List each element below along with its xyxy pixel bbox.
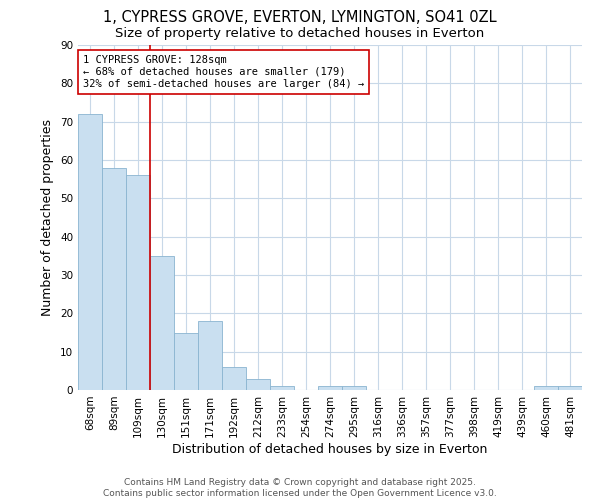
Bar xyxy=(270,386,294,390)
Bar xyxy=(222,367,246,390)
X-axis label: Distribution of detached houses by size in Everton: Distribution of detached houses by size … xyxy=(172,442,488,456)
Text: 1 CYPRESS GROVE: 128sqm
← 68% of detached houses are smaller (179)
32% of semi-d: 1 CYPRESS GROVE: 128sqm ← 68% of detache… xyxy=(83,56,364,88)
Bar xyxy=(342,386,366,390)
Bar xyxy=(174,332,198,390)
Bar xyxy=(78,114,102,390)
Bar xyxy=(318,386,342,390)
Bar xyxy=(198,321,222,390)
Bar xyxy=(126,176,150,390)
Text: Contains HM Land Registry data © Crown copyright and database right 2025.
Contai: Contains HM Land Registry data © Crown c… xyxy=(103,478,497,498)
Bar xyxy=(150,256,174,390)
Y-axis label: Number of detached properties: Number of detached properties xyxy=(41,119,55,316)
Bar xyxy=(558,386,582,390)
Bar xyxy=(102,168,126,390)
Bar xyxy=(534,386,558,390)
Bar xyxy=(246,378,270,390)
Text: 1, CYPRESS GROVE, EVERTON, LYMINGTON, SO41 0ZL: 1, CYPRESS GROVE, EVERTON, LYMINGTON, SO… xyxy=(103,10,497,25)
Text: Size of property relative to detached houses in Everton: Size of property relative to detached ho… xyxy=(115,28,485,40)
